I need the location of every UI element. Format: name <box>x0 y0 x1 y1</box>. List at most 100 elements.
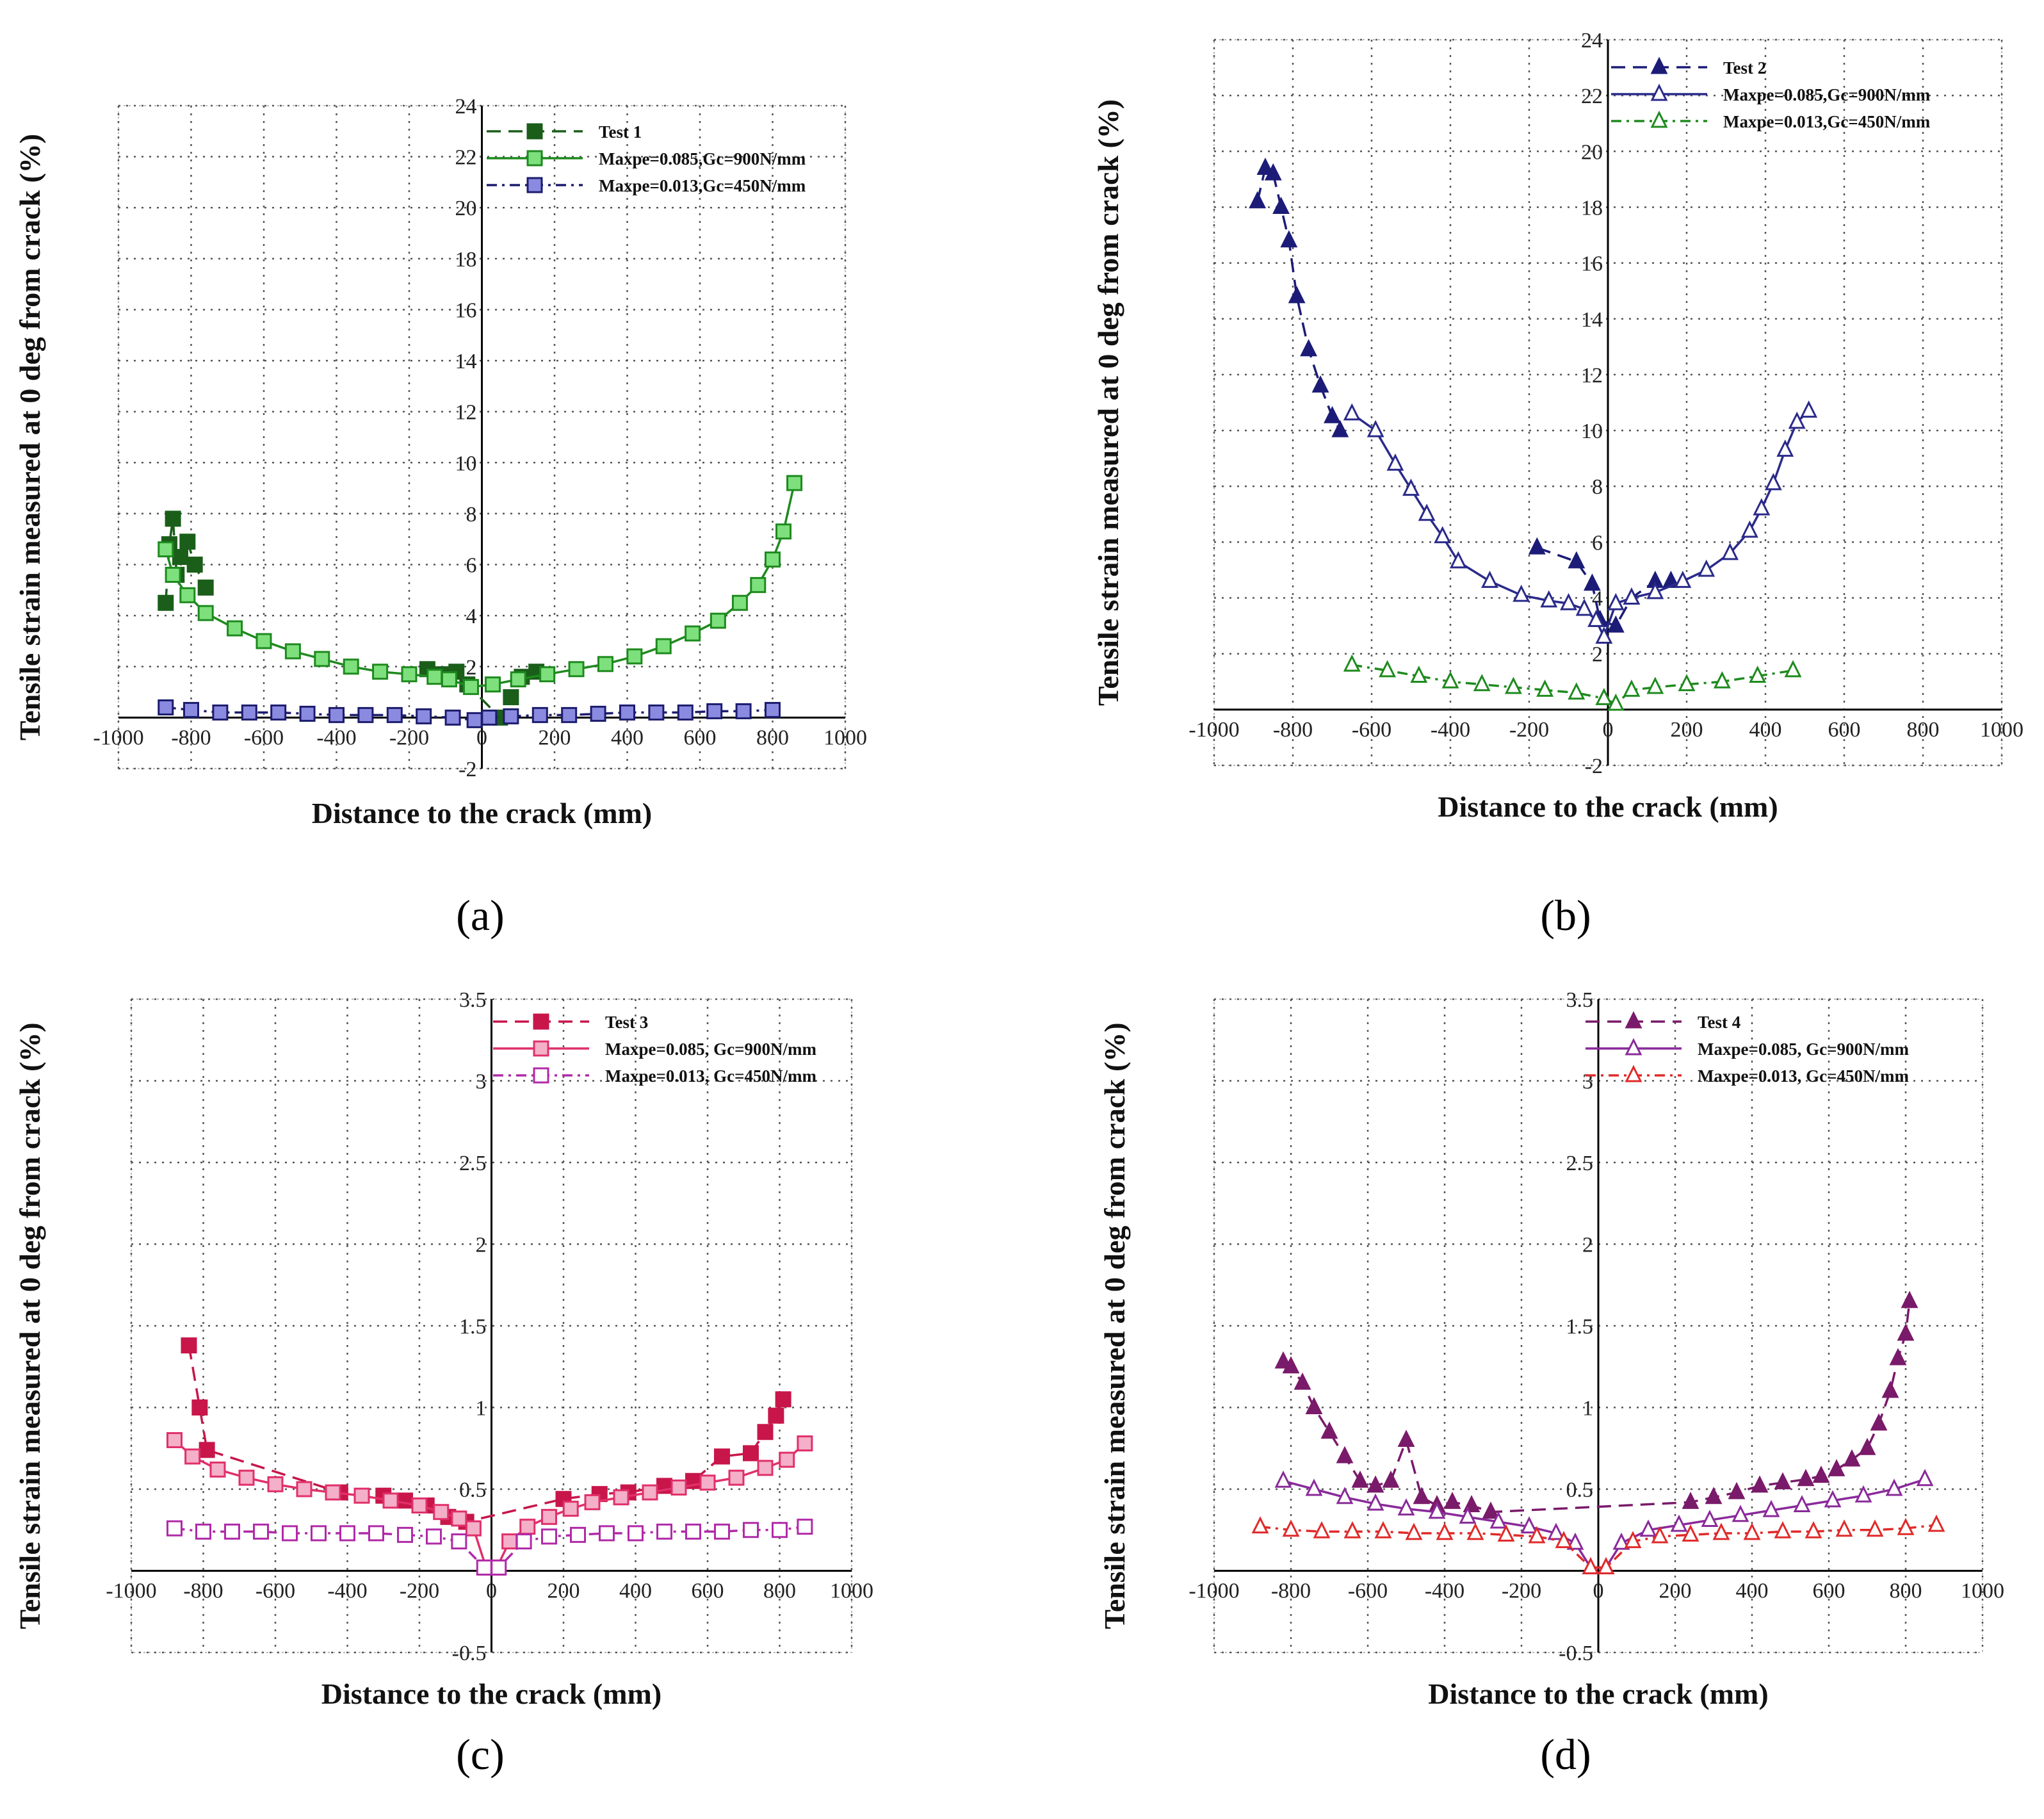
data-point <box>1434 526 1452 544</box>
y-tick-label: 0.5 <box>1566 1478 1594 1502</box>
data-point <box>797 1519 813 1535</box>
data-point <box>179 587 196 603</box>
data-point <box>1560 592 1577 610</box>
data-point <box>1528 537 1546 555</box>
x-tick-label: 0 <box>1593 1579 1604 1603</box>
data-point <box>462 679 479 696</box>
data-point <box>699 1474 716 1491</box>
series-line <box>1351 664 1794 706</box>
y-tick-label: -2 <box>458 758 476 781</box>
data-point <box>1901 1291 1918 1309</box>
data-point <box>541 1528 557 1545</box>
data-point <box>1305 1397 1323 1414</box>
data-point <box>158 541 174 558</box>
data-point <box>1513 584 1530 602</box>
x-tick-label: 0 <box>486 1579 497 1603</box>
data-point <box>426 669 443 685</box>
y-tick-label: 1 <box>476 1397 487 1421</box>
data-point <box>1367 420 1384 437</box>
data-point <box>209 1461 226 1478</box>
legend: Test 2 Maxpe=0.085,Gc=900N/mm Maxpe=0.013,… <box>1611 56 1931 131</box>
series-line <box>165 482 796 689</box>
data-point <box>1324 405 1341 423</box>
legend-label: Test 4 <box>1698 1013 1740 1032</box>
data-point <box>1568 551 1586 569</box>
data-point <box>757 1424 774 1440</box>
data-point <box>181 1337 197 1354</box>
data-point <box>197 605 214 621</box>
data-point <box>1897 1517 1915 1535</box>
data-point <box>1481 571 1498 588</box>
data-point <box>451 1510 467 1527</box>
chart-c-svg: -1000 -800 -600 -400 -200 0 200 400 600 800 1000 -0… <box>13 988 873 1710</box>
y-tick-label: 3 <box>1582 1070 1593 1094</box>
legend-label: Maxpe=0.085, Gc=900N/mm <box>605 1040 816 1059</box>
x-tick-label: 0 <box>476 726 487 749</box>
data-point <box>172 549 188 566</box>
data-point <box>191 1399 208 1415</box>
caption-c: (c) <box>456 1730 505 1779</box>
data-point <box>357 706 374 723</box>
y-tick-label: 2 <box>1582 1234 1593 1257</box>
x-tick-label: -600 <box>244 726 284 749</box>
data-point <box>1623 587 1641 605</box>
y-tick-label: 8 <box>1592 475 1603 499</box>
data-point <box>710 612 726 629</box>
data-point <box>1428 1501 1446 1519</box>
data-point <box>1753 498 1771 516</box>
y-tick-label: 2 <box>476 1234 487 1257</box>
data-point <box>267 1476 284 1492</box>
data-point <box>186 557 203 573</box>
x-axis-label: Distance to the crack (mm) <box>312 797 652 829</box>
y-tick-label: 0.5 <box>459 1478 487 1502</box>
data-point <box>731 594 748 611</box>
data-point <box>765 701 781 718</box>
data-point <box>531 706 548 723</box>
x-tick-label: 1000 <box>830 1579 873 1603</box>
data-point <box>372 664 389 680</box>
data-point <box>284 643 301 660</box>
data-point <box>1870 1413 1888 1431</box>
x-tick-label: -600 <box>1348 1579 1388 1603</box>
data-point <box>1568 682 1586 700</box>
data-point <box>397 1492 413 1509</box>
caption-a: (a) <box>456 891 505 940</box>
legend-marker <box>1650 110 1668 128</box>
data-point <box>166 1432 182 1448</box>
x-tick-label: -800 <box>1273 718 1313 742</box>
legend-marker <box>1625 1064 1642 1082</box>
data-point <box>1612 1532 1630 1550</box>
y-axis-label: Tensile strain measured at 0 deg from cr… <box>13 1022 46 1629</box>
data-point <box>1397 1430 1415 1447</box>
data-point <box>1374 1521 1392 1538</box>
data-point <box>165 566 181 583</box>
data-point <box>515 1533 532 1550</box>
data-point <box>597 656 613 673</box>
x-tick-label: -400 <box>1425 1579 1464 1603</box>
data-point <box>1732 1505 1749 1522</box>
x-tick-label: -600 <box>1352 718 1391 742</box>
data-point <box>1482 1501 1500 1519</box>
y-tick-label: 16 <box>1581 252 1603 276</box>
legend: Test 3 Maxpe=0.085, Gc=900N/mm Maxpe=0.013… <box>493 1013 816 1086</box>
data-point <box>481 709 498 726</box>
data-point <box>1473 674 1491 692</box>
y-tick-label: 1.5 <box>459 1315 487 1339</box>
series-3 <box>166 1519 813 1576</box>
x-tick-label: 800 <box>756 726 789 749</box>
data-point <box>1264 163 1282 181</box>
x-tick-label: 400 <box>611 726 644 749</box>
data-point <box>735 703 752 719</box>
data-point <box>1566 1532 1584 1550</box>
data-point <box>1784 660 1802 678</box>
y-tick-label: 10 <box>455 452 477 475</box>
data-point <box>541 1508 557 1525</box>
data-point <box>1386 453 1404 471</box>
data-point <box>1824 1490 1842 1508</box>
data-point <box>212 704 229 721</box>
data-point <box>1497 1524 1515 1542</box>
y-tick-label: 2 <box>1592 643 1603 667</box>
data-point <box>561 706 578 723</box>
x-tick-label: 400 <box>619 1579 652 1603</box>
data-point <box>779 1451 795 1468</box>
